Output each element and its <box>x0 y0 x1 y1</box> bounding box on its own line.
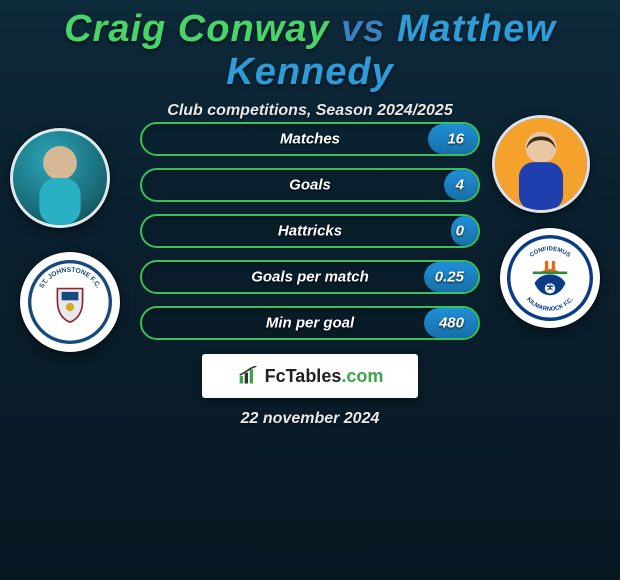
stat-bars: Matches 16 Goals 4 Hattricks 0 Goals per match… <box>140 122 480 352</box>
stat-value: 16 <box>447 131 464 148</box>
stat-value: 480 <box>439 315 464 332</box>
stat-bar: Hattricks 0 <box>140 214 480 248</box>
stat-value: 4 <box>456 177 464 194</box>
vs-label: vs <box>341 8 385 50</box>
snapshot-date: 22 november 2024 <box>0 410 620 428</box>
stat-value: 0.25 <box>435 269 464 286</box>
stat-label: Hattricks <box>278 223 342 240</box>
stat-bar: Matches 16 <box>140 122 480 156</box>
stat-bar: Goals per match 0.25 <box>140 260 480 294</box>
stat-bar: Goals 4 <box>140 168 480 202</box>
card-title: Craig Conway vs Matthew Kennedy <box>0 0 620 94</box>
stat-label: Goals <box>289 177 331 194</box>
stat-label: Matches <box>280 131 340 148</box>
player2-avatar <box>492 115 590 213</box>
comparison-card: Craig Conway vs Matthew Kennedy Club com… <box>0 0 620 580</box>
stat-label: Min per goal <box>266 315 354 332</box>
player1-club-badge: ST. JOHNSTONE F.C. <box>20 252 120 352</box>
player1-name: Craig Conway <box>64 8 329 50</box>
stat-bar: Min per goal 480 <box>140 306 480 340</box>
stat-value: 0 <box>456 223 464 240</box>
player2-club-badge: CONFIDEMUS KILMARNOCK F.C. <box>500 228 600 328</box>
fctables-watermark: FcTables.com <box>202 354 418 398</box>
player1-avatar <box>10 128 110 228</box>
bars-icon <box>237 366 259 386</box>
brand-text: FcTables.com <box>265 366 384 387</box>
stat-label: Goals per match <box>251 269 369 286</box>
